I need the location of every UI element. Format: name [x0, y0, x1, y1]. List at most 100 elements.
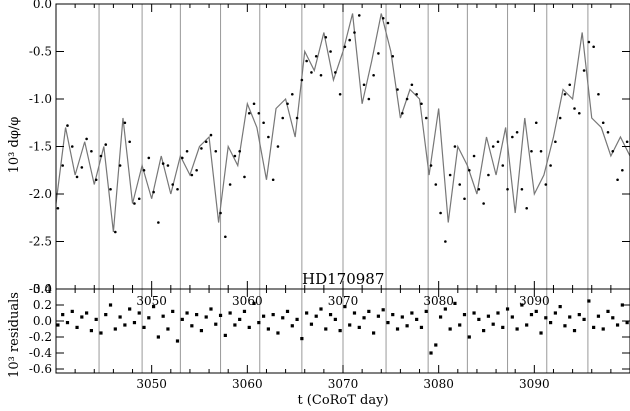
bot-point	[611, 316, 615, 320]
top-point	[582, 69, 586, 72]
bottom-vertical-lines	[98, 289, 589, 373]
top-point	[515, 130, 519, 134]
top-point	[573, 107, 576, 110]
bot-point	[429, 351, 433, 355]
top-point	[185, 149, 189, 153]
top-point	[176, 187, 179, 191]
bot-point	[400, 315, 404, 319]
top-point	[448, 173, 452, 177]
bot-point	[247, 325, 251, 329]
bot-point	[166, 327, 170, 331]
bot-point	[281, 316, 285, 320]
top-point	[597, 92, 600, 96]
bot-point	[242, 309, 247, 313]
top-point	[142, 168, 146, 172]
top-point	[123, 121, 127, 125]
top-point	[592, 45, 595, 49]
bot-point	[558, 305, 562, 309]
bot-point	[534, 309, 538, 313]
bot-point	[615, 323, 620, 327]
bot-point	[199, 329, 204, 333]
bot-point	[70, 309, 74, 313]
top-point	[625, 140, 629, 144]
top-point	[525, 206, 528, 210]
top-point	[80, 166, 84, 169]
top-y-tick-label: -2.0	[29, 187, 52, 201]
top-point	[56, 206, 60, 210]
top-point	[401, 111, 404, 115]
bot-point	[204, 315, 208, 319]
top-point	[314, 54, 318, 58]
top-point	[94, 178, 98, 182]
top-point	[338, 92, 342, 96]
top-point	[267, 135, 270, 139]
bot-point	[568, 315, 572, 319]
top-point	[606, 130, 610, 134]
top-point	[520, 187, 524, 191]
bot-point	[544, 316, 548, 320]
bot-point	[348, 323, 352, 327]
bot-point	[515, 327, 519, 331]
top-point	[482, 202, 485, 205]
mid-x-tick-label: 3090	[519, 294, 550, 308]
bot-point	[290, 324, 294, 328]
bot-point	[434, 343, 438, 347]
top-point	[558, 116, 562, 120]
top-point	[157, 221, 160, 224]
bot-point	[75, 325, 79, 329]
top-point	[75, 175, 79, 179]
bot-point	[438, 315, 443, 319]
bot-point	[285, 309, 290, 313]
top-point	[467, 168, 471, 172]
bottom-y-axis-title: 10³ residuals	[7, 292, 22, 378]
bot-point	[223, 333, 227, 337]
top-point	[324, 35, 328, 39]
bot-point	[548, 321, 553, 325]
bot-point	[606, 309, 610, 313]
top-point	[310, 71, 313, 74]
top-y-tick-label: -0.5	[29, 45, 52, 59]
bot-point	[372, 331, 376, 335]
top-point	[549, 164, 552, 167]
bot-point	[85, 311, 89, 315]
top-point	[472, 154, 476, 158]
bot-point	[477, 317, 481, 321]
bot-point	[601, 327, 605, 331]
bot-point	[458, 323, 462, 327]
top-point	[544, 183, 548, 186]
top-point	[281, 116, 285, 120]
bot-x-tick-label: 3080	[423, 377, 454, 391]
top-point	[568, 83, 572, 87]
bot-point	[592, 325, 596, 329]
bot-point	[338, 329, 342, 333]
bot-point	[596, 314, 601, 318]
bottom-data-points	[56, 299, 629, 355]
bot-x-tick-label: 3050	[136, 377, 167, 391]
bot-point	[362, 316, 366, 320]
top-point	[367, 97, 371, 101]
top-point	[209, 133, 213, 137]
bot-point	[94, 317, 98, 321]
bot-point	[486, 314, 491, 318]
bot-point	[300, 337, 304, 341]
top-point	[343, 45, 347, 49]
star-name-label: HD170987	[302, 270, 384, 288]
bot-point	[572, 329, 577, 333]
top-point	[434, 183, 438, 186]
top-point	[501, 164, 505, 167]
top-point	[319, 73, 323, 77]
top-point	[563, 92, 567, 96]
top-point	[118, 164, 122, 167]
top-point	[348, 38, 351, 42]
bot-point	[305, 311, 309, 315]
bottom-axis-ticks: 0.4 0.2 0.0 -0.2 -0.4 -0.6 3050 3050 3060 3060 307…	[29, 282, 630, 391]
top-point	[621, 168, 624, 172]
bot-point	[132, 321, 137, 325]
bot-point	[467, 335, 471, 339]
top-point	[577, 111, 581, 115]
top-point	[109, 187, 112, 191]
top-point	[190, 173, 194, 177]
bot-point	[271, 313, 275, 317]
top-point	[491, 145, 495, 148]
